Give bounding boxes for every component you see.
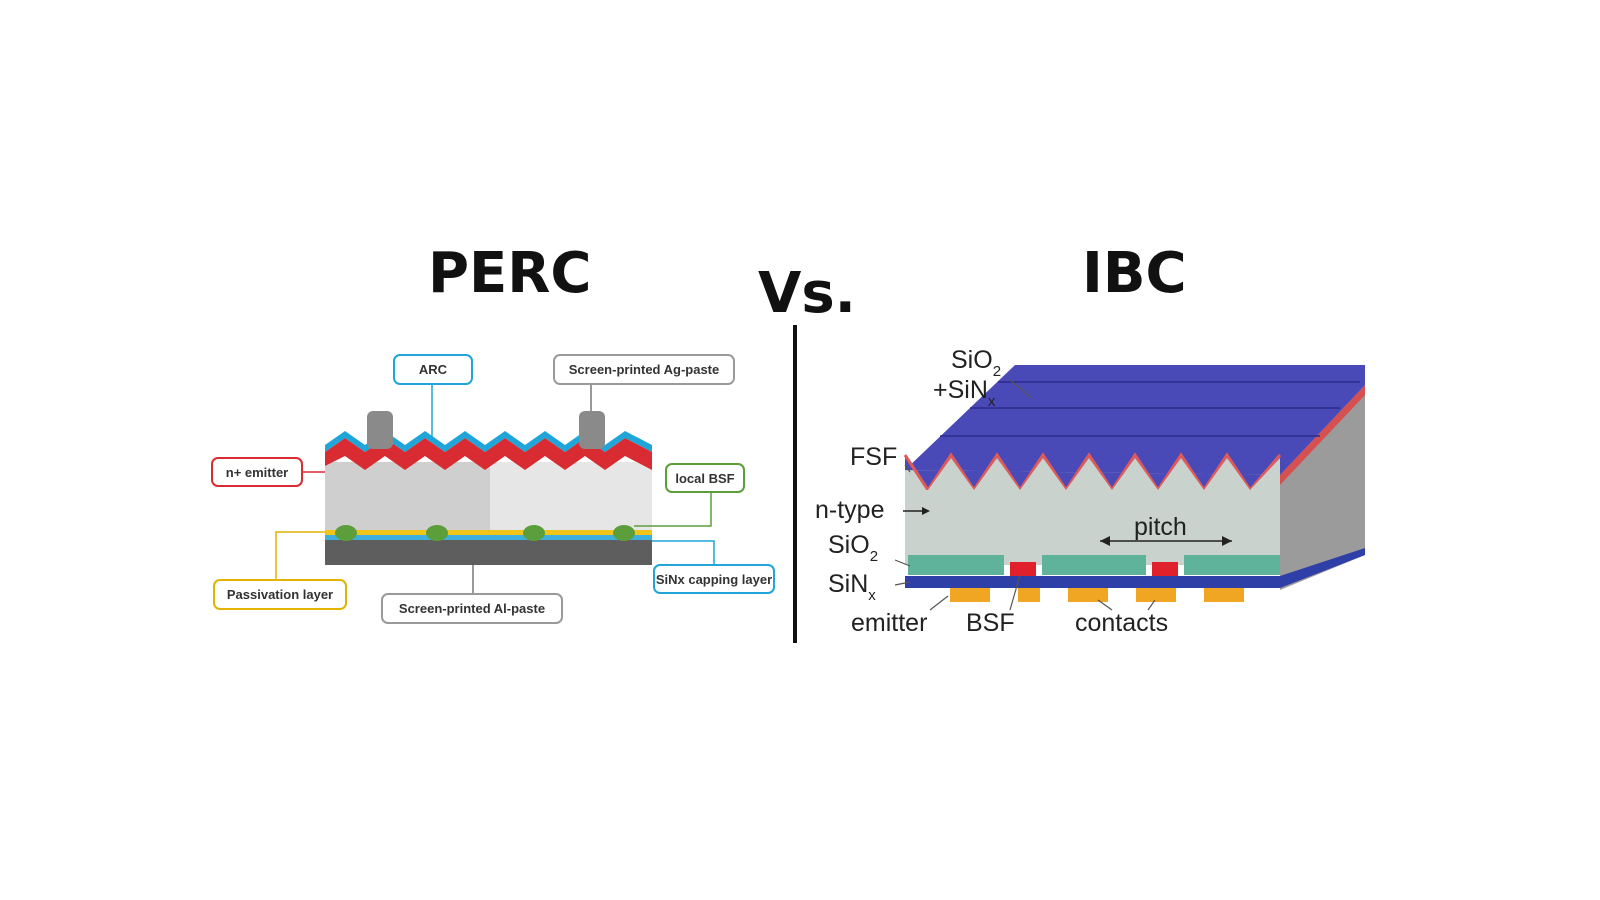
- ibc-emitter-label: emitter: [851, 609, 927, 637]
- ibc-sinx-layer: [905, 548, 1365, 588]
- perc-ag-finger-left: [367, 411, 393, 449]
- ibc-pitch-arrowhead-left: [1100, 536, 1110, 546]
- ibc-bsf-2: [1152, 562, 1178, 576]
- perc-capping-leader: [652, 540, 715, 565]
- ibc-contacts-leader-1: [1097, 599, 1113, 611]
- ibc-sio2-leader: [894, 559, 911, 567]
- center-divider: [793, 325, 797, 643]
- perc-passivation-layer: [325, 530, 652, 535]
- ibc-sio2-label: SiO2: [828, 531, 878, 565]
- ibc-pitch-label: pitch: [1134, 513, 1187, 541]
- perc-local-bsf-1: [335, 525, 357, 541]
- perc-capping-box: [653, 564, 775, 594]
- ibc-pyramid-surface: [905, 365, 1365, 475]
- ibc-ntype-arrowhead: [922, 507, 930, 515]
- perc-bsf-box: [665, 463, 745, 493]
- perc-ag-box: [553, 354, 735, 385]
- perc-arc-layer: [325, 431, 652, 452]
- perc-title: PERC: [428, 241, 592, 306]
- perc-local-bsf-2: [426, 525, 448, 541]
- perc-capping-layer: [325, 535, 652, 540]
- versus-label: Vs.: [758, 261, 856, 326]
- ibc-contacts-leader-2: [1147, 599, 1156, 611]
- perc-passivation-leader: [275, 531, 325, 580]
- ibc-sio2-top-label: SiO2: [951, 346, 1001, 380]
- ibc-side-face: [1280, 385, 1365, 590]
- perc-emitter-box: [211, 457, 303, 487]
- perc-arc-label: ARC: [419, 362, 448, 377]
- perc-bsf-leader: [634, 492, 712, 527]
- perc-bulk-right: [490, 462, 652, 530]
- ibc-contact-5: [1204, 588, 1244, 602]
- perc-ag-label: Screen-printed Ag-paste: [569, 362, 720, 377]
- ibc-side-top-edge: [1280, 385, 1365, 485]
- ibc-emitter-leader: [929, 595, 949, 611]
- ibc-sio2-top-leader: [1009, 379, 1033, 399]
- ibc-pyramid-ridges: [940, 381, 1360, 437]
- ibc-contact-3: [1068, 588, 1108, 602]
- ibc-contact-1: [950, 588, 990, 602]
- ibc-sio2-block-1: [908, 555, 1004, 575]
- perc-passivation-label: Passivation layer: [227, 587, 333, 602]
- ibc-pitch-arrowhead-right: [1222, 536, 1232, 546]
- perc-bsf-label: local BSF: [675, 471, 734, 486]
- perc-emitter-layer: [325, 438, 652, 470]
- ibc-title: IBC: [1082, 241, 1187, 306]
- perc-local-bsf-3: [523, 525, 545, 541]
- ibc-sinx-label: SiNx: [828, 570, 876, 604]
- perc-capping-label: SiNx capping layer: [656, 572, 772, 587]
- perc-al-box: [381, 593, 563, 624]
- perc-al-paste-layer: [325, 540, 652, 565]
- ibc-ntype-label: n-type: [815, 496, 884, 524]
- perc-local-bsf-4: [613, 525, 635, 541]
- ibc-fsf-label: FSF: [850, 443, 897, 471]
- ibc-fsf-leader: [904, 464, 911, 473]
- ibc-sio2-block-2: [1042, 555, 1146, 575]
- perc-passivation-box: [213, 579, 347, 610]
- perc-emitter-label: n+ emitter: [226, 465, 289, 480]
- ibc-bulk-peaks: [905, 458, 1280, 490]
- perc-bulk-left: [325, 462, 490, 530]
- perc-al-label: Screen-printed Al-paste: [399, 601, 545, 616]
- ibc-fsf-line: [903, 452, 1282, 493]
- ibc-bsf-1: [1010, 562, 1036, 576]
- perc-ag-finger-right: [579, 411, 605, 449]
- ibc-sinx-leader: [894, 581, 911, 586]
- ibc-contact-2: [1018, 588, 1040, 602]
- ibc-sio2-block-3: [1184, 555, 1280, 575]
- ibc-contact-4: [1136, 588, 1176, 602]
- ibc-bulk-front: [905, 490, 1280, 560]
- ibc-sinx-top-label: +SiNx: [933, 376, 996, 410]
- ibc-bsf-leader: [1009, 574, 1021, 611]
- ibc-contacts-label: contacts: [1075, 609, 1168, 637]
- perc-arc-box: [393, 354, 473, 385]
- ibc-bsf-label: BSF: [966, 609, 1015, 637]
